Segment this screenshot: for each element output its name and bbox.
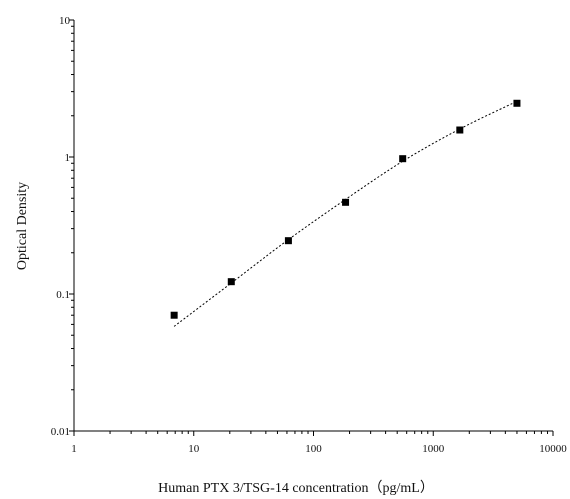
y-tick-label: 1 xyxy=(65,152,71,164)
data-point xyxy=(456,126,464,134)
y-ticks: 0.01 0.1 1 10 xyxy=(51,15,74,438)
data-point xyxy=(513,99,521,107)
data-points xyxy=(170,99,521,319)
x-tick-label: 10 xyxy=(188,443,200,455)
x-axis-title: Human PTX 3/TSG-14 concentration（pg/mL） xyxy=(158,480,434,496)
y-tick-label: 10 xyxy=(59,15,71,27)
data-point xyxy=(399,155,407,163)
y-tick-label: 0.01 xyxy=(51,426,70,438)
fit-curve xyxy=(173,100,518,327)
x-tick-label: 100 xyxy=(305,443,322,455)
data-point xyxy=(284,237,292,245)
axes xyxy=(73,20,553,432)
data-point xyxy=(342,198,350,206)
x-tick-label: 1000 xyxy=(422,443,445,455)
x-tick-label: 10000 xyxy=(539,443,567,455)
y-tick-label: 0.1 xyxy=(56,289,70,301)
x-ticks: 1 10 100 1000 10000 xyxy=(71,431,567,455)
x-tick-label: 1 xyxy=(71,443,77,455)
data-point xyxy=(170,311,178,319)
y-axis-title: Optical Density xyxy=(15,182,30,270)
data-point xyxy=(227,278,235,286)
